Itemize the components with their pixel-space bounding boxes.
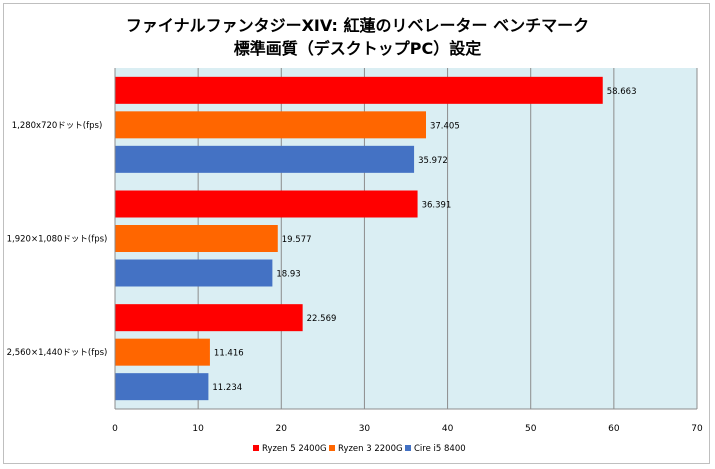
chart-subtitle: 標準画質（デスクトップPC）設定 (233, 39, 482, 58)
bar (115, 76, 603, 104)
data-label: 19.577 (282, 235, 312, 245)
x-tick-label: 10 (192, 424, 204, 434)
data-label: 18.93 (276, 270, 300, 280)
category-label: 2,560×1,440ドット(fps) (7, 348, 108, 358)
x-tick-label: 70 (691, 424, 703, 434)
x-tick-label: 0 (112, 424, 118, 434)
data-label: 35.972 (418, 156, 448, 166)
bar (115, 304, 303, 332)
x-tick-label: 60 (608, 424, 620, 434)
legend-label: Ryzen 3 2200G (338, 444, 403, 454)
data-label: 58.663 (607, 87, 637, 97)
legend-swatch (253, 445, 259, 451)
data-label: 36.391 (422, 201, 452, 211)
bar (115, 225, 278, 252)
data-label: 37.405 (430, 121, 460, 131)
x-tick-label: 40 (442, 424, 454, 434)
bar (115, 259, 273, 287)
data-label: 11.416 (214, 349, 244, 359)
chart-title: ファイナルファンタジーXIV: 紅蓮のリベレーター ベンチマーク (125, 16, 590, 35)
bar (115, 338, 210, 366)
category-label: 1,920×1,080ドット(fps) (7, 235, 108, 245)
x-tick-label: 30 (359, 424, 371, 434)
legend-swatch (329, 445, 335, 451)
legend-label: Cire i5 8400 (414, 444, 466, 454)
data-label: 22.569 (307, 314, 337, 324)
bar (115, 145, 415, 173)
legend-label: Ryzen 5 2400G (262, 444, 327, 454)
legend-swatch (405, 445, 411, 451)
x-tick-label: 20 (276, 424, 288, 434)
x-tick-label: 50 (525, 424, 537, 434)
category-label: 1,280x720ドット(fps) (12, 121, 103, 131)
bar (115, 190, 418, 218)
bar (115, 111, 426, 139)
data-label: 11.234 (212, 383, 242, 393)
bar (115, 373, 209, 401)
